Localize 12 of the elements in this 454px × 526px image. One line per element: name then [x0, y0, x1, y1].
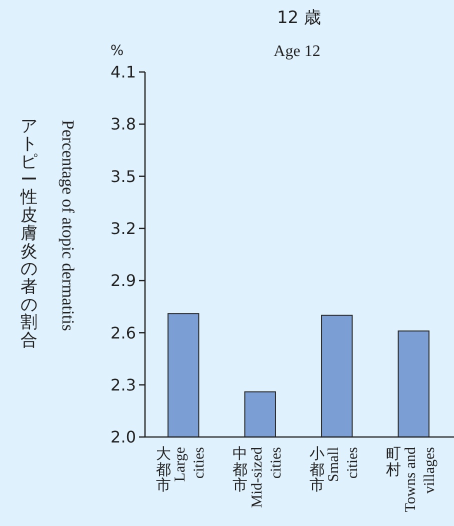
y-tick-label: 3.2	[110, 219, 136, 238]
chart-title: 12 歳	[276, 8, 322, 28]
text: %	[110, 43, 124, 59]
y-tick-label: 3.5	[110, 166, 136, 186]
chart-subtitle: Age 12	[274, 43, 320, 60]
y-tick-label: 2.9	[110, 271, 136, 290]
y-tick-label: 4.1	[110, 62, 136, 82]
y-tick-label: 2.0	[110, 428, 136, 447]
text: アトピー性皮膚炎の者の割合 Percentage of atopic dermatitis	[20, 116, 78, 350]
y-tick-label: 2.3	[110, 375, 136, 394]
y-tick-label: 2.6	[110, 323, 136, 342]
y-tick-label: 3.8	[110, 114, 136, 134]
